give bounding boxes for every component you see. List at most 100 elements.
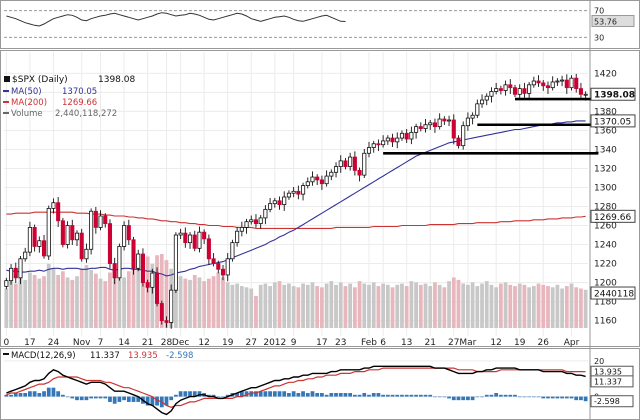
price-tick-label: 1360 (594, 126, 617, 136)
price-candle (117, 243, 122, 281)
candle-body (41, 240, 47, 257)
price-candle (249, 215, 254, 225)
date-tick-label: 24 (48, 338, 60, 348)
macd-histogram-bar (13, 393, 18, 397)
macd-histogram-bar (150, 396, 155, 406)
macd-histogram-bar (423, 394, 428, 397)
volume-bar (381, 283, 386, 328)
volume-bar (141, 261, 145, 328)
candle-body (545, 85, 551, 89)
volume-bar (122, 277, 126, 328)
price-tick-label: 1220 (594, 260, 617, 270)
volume-bar (32, 274, 37, 328)
volume-bar (249, 288, 254, 328)
macd-histogram-bar (451, 396, 456, 401)
volume-bar (329, 281, 334, 328)
price-candle (32, 224, 37, 252)
candle-body (583, 93, 588, 96)
macd-histogram-bar (51, 387, 56, 397)
candle-body (197, 231, 202, 249)
price-candle (362, 148, 367, 178)
macd-histogram-bar (352, 394, 357, 397)
volume-bar (272, 282, 277, 328)
candle-body (216, 263, 221, 270)
price-candle (112, 257, 117, 285)
macd-histogram-bar (442, 396, 447, 398)
volume-bar (65, 277, 70, 328)
price-candle (56, 197, 61, 228)
volume-bar (371, 282, 376, 328)
volume-bar (484, 281, 489, 328)
macd-histogram-bar (23, 393, 28, 397)
macd-histogram-bar (461, 396, 466, 401)
candle-body (470, 114, 475, 119)
macd-histogram-bar (296, 393, 301, 397)
price-candle (536, 75, 541, 87)
price-candle (173, 232, 178, 294)
price-candle (442, 116, 447, 125)
macd-signal-line (6, 367, 586, 408)
macd-line (6, 365, 586, 416)
price-candle (414, 123, 419, 139)
price-candle (357, 167, 362, 182)
volume-bar (367, 284, 371, 328)
volume-bar (343, 286, 348, 328)
price-candle (329, 169, 334, 181)
volume-bar (79, 268, 84, 328)
macd-histogram-bar (225, 394, 230, 397)
price-candle (235, 226, 240, 247)
macd-histogram-bar (126, 396, 131, 402)
macd-histogram-bar (447, 396, 451, 399)
price-candle (65, 221, 70, 249)
volume-bar (400, 283, 404, 328)
volume-bar (527, 287, 532, 328)
date-tick-label: 27 (246, 338, 257, 348)
macd-histogram-bar (32, 391, 37, 397)
price-candle (555, 78, 560, 86)
candle-body (489, 91, 494, 97)
price-candle (545, 81, 551, 94)
candle-body (258, 217, 263, 225)
candle-body (541, 82, 546, 87)
macd-histogram-bar (348, 393, 353, 397)
candle-body (395, 137, 400, 143)
macd-histogram-bar (414, 394, 418, 397)
candle-body (310, 176, 315, 183)
volume-bar (197, 277, 202, 328)
volume-bar (301, 283, 305, 328)
macd-histogram-bar (513, 394, 517, 397)
candle-body (192, 234, 197, 249)
volume-bar (178, 276, 183, 328)
candle-body (414, 126, 419, 133)
macd-histogram-bar (489, 394, 494, 397)
price-candle (550, 76, 555, 91)
volume-bar (423, 283, 428, 328)
price-candle (46, 205, 51, 260)
price-candle (103, 213, 108, 228)
symbol-marker (4, 76, 10, 82)
candle-body (399, 132, 405, 139)
volume-bar (461, 283, 466, 328)
candle-body (550, 81, 555, 89)
price-candle (470, 112, 475, 125)
price-candle (13, 262, 18, 283)
volume-bar (305, 284, 310, 328)
volume-bar (192, 274, 197, 328)
price-candle (60, 217, 65, 248)
volume-bar (216, 272, 221, 328)
macd-histogram-bar (437, 396, 442, 398)
volume-bar (498, 283, 503, 328)
price-candle (178, 228, 183, 240)
candle-body (23, 251, 28, 260)
candle-body (150, 272, 155, 288)
candle-body (390, 137, 395, 143)
candle-body (84, 248, 89, 260)
volume-bar (390, 287, 395, 328)
volume-bar (13, 283, 18, 328)
date-tick-label: Apr (564, 338, 580, 348)
volume-bar (560, 288, 564, 328)
volume-bar (254, 295, 258, 328)
volume-bar (418, 284, 423, 328)
volume-bar (569, 283, 574, 328)
macd-histogram-bar (268, 391, 272, 397)
